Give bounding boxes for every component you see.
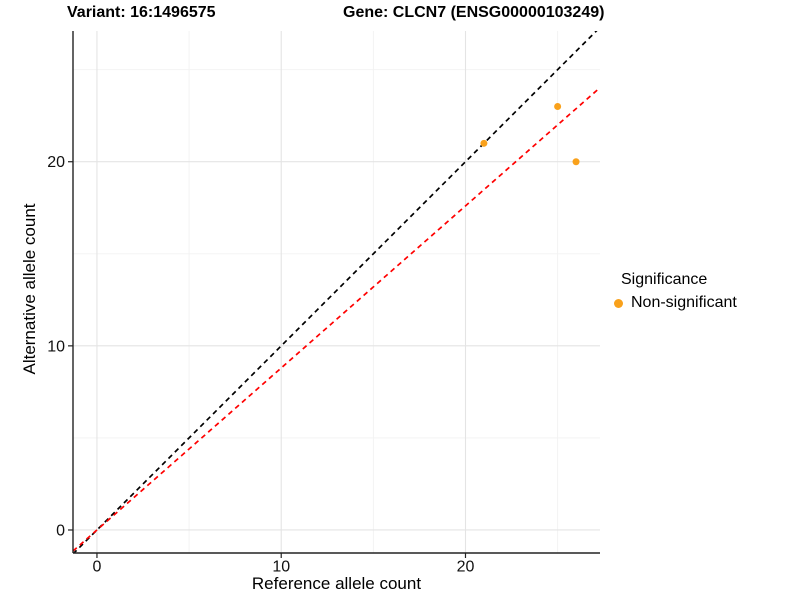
y-tick-label: 10 (47, 338, 65, 355)
legend-title: Significance (621, 271, 708, 288)
legend-item-label: Non-significant (631, 294, 737, 311)
variant-title: Variant: 16:1496575 (67, 4, 216, 21)
data-point (572, 158, 580, 166)
x-tick-label: 10 (272, 559, 290, 576)
legend-item-non-significant: Non-significant (614, 294, 737, 312)
gene-title: Gene: CLCN7 (ENSG00000103249) (343, 4, 605, 21)
fit-line (73, 86, 600, 552)
data-point (480, 139, 488, 147)
x-tick-label: 20 (457, 559, 475, 576)
identity-line (73, 31, 598, 553)
y-tick-label: 0 (56, 522, 65, 539)
y-axis-label: Alternative allele count (20, 203, 39, 375)
legend-point-icon (614, 298, 623, 308)
legend: Significance Non-significant (614, 271, 737, 312)
x-tick-label: 0 (93, 559, 102, 576)
x-axis-label: Reference allele count (251, 574, 422, 593)
y-tick-label: 20 (47, 154, 65, 171)
data-point (554, 102, 562, 110)
